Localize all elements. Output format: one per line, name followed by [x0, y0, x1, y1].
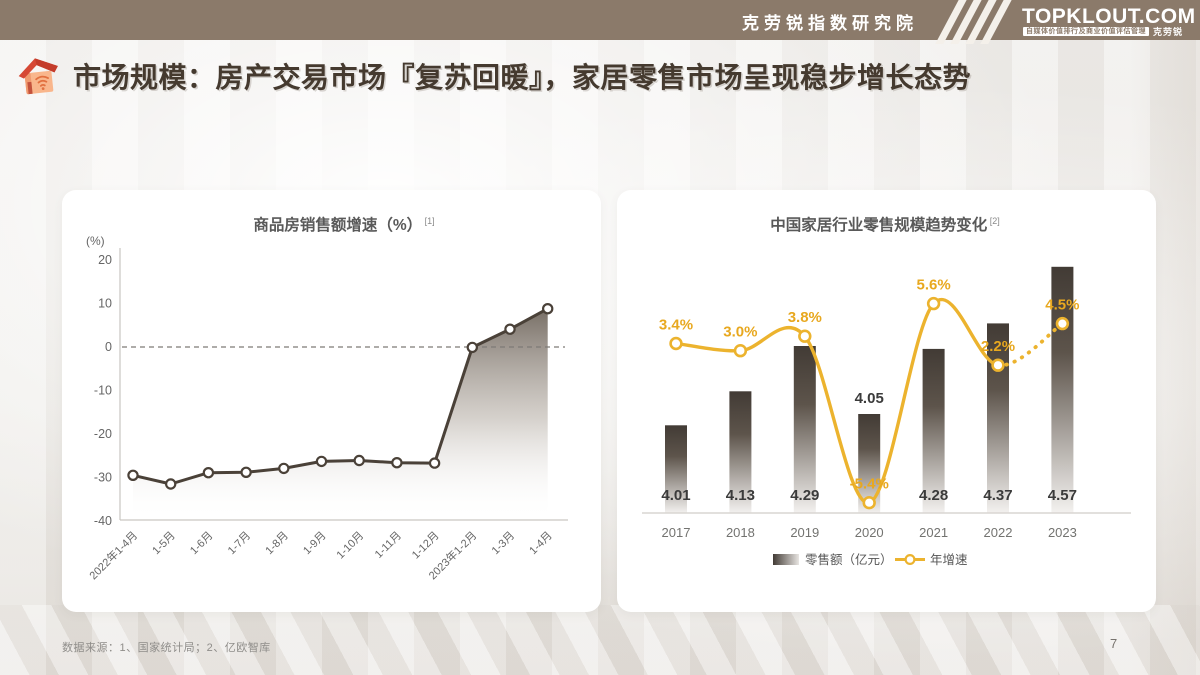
svg-text:1-9月: 1-9月 — [301, 530, 329, 558]
svg-text:-5.4%: -5.4% — [850, 476, 889, 493]
svg-text:4.37: 4.37 — [983, 487, 1012, 504]
institute-name: 克劳锐指数研究院 — [742, 14, 918, 33]
svg-text:2020: 2020 — [855, 525, 884, 540]
svg-text:2.2%: 2.2% — [981, 338, 1015, 355]
brand-tagline: 自媒体价值排行及商业价值评估管理 克劳锐 — [1023, 26, 1183, 37]
svg-text:-20: -20 — [94, 427, 112, 441]
svg-text:-30: -30 — [94, 471, 112, 485]
house-icon — [18, 58, 58, 95]
svg-text:10: 10 — [98, 297, 112, 311]
housing-growth-chart-card: 商品房销售额增速（%） [1] (%) 20 10 0 -10 -20 -30 -40 2022年… — [62, 190, 601, 612]
header-bar: 克劳锐指数研究院 TOPKLOUT.COM 自媒体价值排行及商业价值评估管理 克… — [0, 0, 1200, 44]
svg-text:-10: -10 — [94, 384, 112, 398]
svg-text:0: 0 — [105, 340, 112, 354]
svg-text:2023: 2023 — [1048, 525, 1077, 540]
svg-text:1-4月: 1-4月 — [527, 530, 555, 558]
source-note: 数据来源：1、国家统计局；2、亿欧智库 — [62, 642, 271, 654]
svg-text:4.13: 4.13 — [726, 487, 755, 504]
svg-text:2018: 2018 — [726, 525, 755, 540]
svg-text:2022年1-4月: 2022年1-4月 — [86, 528, 140, 582]
retail-scale-chart-card: 中国家居行业零售规模趋势变化 [2] 4.01 4.13 4.29 4.05 4.28 4.… — [617, 190, 1156, 612]
svg-text:4.57: 4.57 — [1048, 487, 1077, 504]
svg-text:中国家居行业零售规模趋势变化 [2]: 中国家居行业零售规模趋势变化 [2] — [770, 215, 1000, 234]
svg-text:3.0%: 3.0% — [723, 324, 757, 341]
svg-text:1-10月: 1-10月 — [334, 530, 366, 562]
page-title: 市场规模：房产交易市场『复苏回暖』，家居零售市场呈现稳步增长态势 — [73, 62, 972, 93]
svg-text:4.05: 4.05 — [855, 390, 884, 407]
svg-text:-40: -40 — [94, 514, 112, 528]
page-number: 7 — [1110, 636, 1118, 651]
svg-text:1-12月: 1-12月 — [410, 530, 442, 562]
svg-text:3.4%: 3.4% — [659, 317, 693, 334]
svg-text:2021: 2021 — [919, 525, 948, 540]
svg-text:(%): (%) — [86, 234, 105, 248]
svg-text:2019: 2019 — [790, 525, 819, 540]
background-floor-streaks — [0, 605, 1200, 675]
brand-logo: TOPKLOUT.COM — [1022, 5, 1196, 28]
brand-tagline-suffix: 克劳锐 — [1153, 27, 1184, 37]
brand-tagline-badge: 自媒体价值排行及商业价值评估管理 — [1023, 27, 1149, 36]
svg-text:1-6月: 1-6月 — [188, 530, 216, 558]
svg-text:5.6%: 5.6% — [916, 277, 950, 294]
svg-text:4.5%: 4.5% — [1045, 297, 1079, 314]
svg-text:1-5月: 1-5月 — [150, 530, 178, 558]
svg-text:3.8%: 3.8% — [788, 309, 822, 326]
svg-text:20: 20 — [98, 253, 112, 267]
housing-growth-chart: 商品房销售额增速（%） [1] (%) 20 10 0 -10 -20 -30 -402022年… — [86, 215, 568, 582]
svg-text:1-7月: 1-7月 — [226, 530, 254, 558]
svg-text:4.29: 4.29 — [790, 487, 819, 504]
svg-text:零售额（亿元）: 零售额（亿元） — [805, 552, 893, 567]
svg-text:4.01: 4.01 — [661, 487, 690, 504]
svg-text:2022: 2022 — [984, 525, 1013, 540]
svg-text:4.28: 4.28 — [919, 487, 948, 504]
svg-text:商品房销售额增速（%） [1]: 商品房销售额增速（%） [1] — [253, 215, 434, 234]
svg-text:年增速: 年增速 — [930, 552, 968, 567]
retail-scale-chart: 中国家居行业零售规模趋势变化 [2] 4.01 4.13 4.29 4.05 4.28 4.… — [642, 215, 1131, 567]
svg-text:2017: 2017 — [662, 525, 691, 540]
svg-text:1-3月: 1-3月 — [490, 530, 518, 558]
diagonal-stripes-icon — [935, 0, 1014, 44]
svg-text:1-11月: 1-11月 — [373, 530, 404, 561]
svg-text:1-8月: 1-8月 — [263, 530, 291, 558]
